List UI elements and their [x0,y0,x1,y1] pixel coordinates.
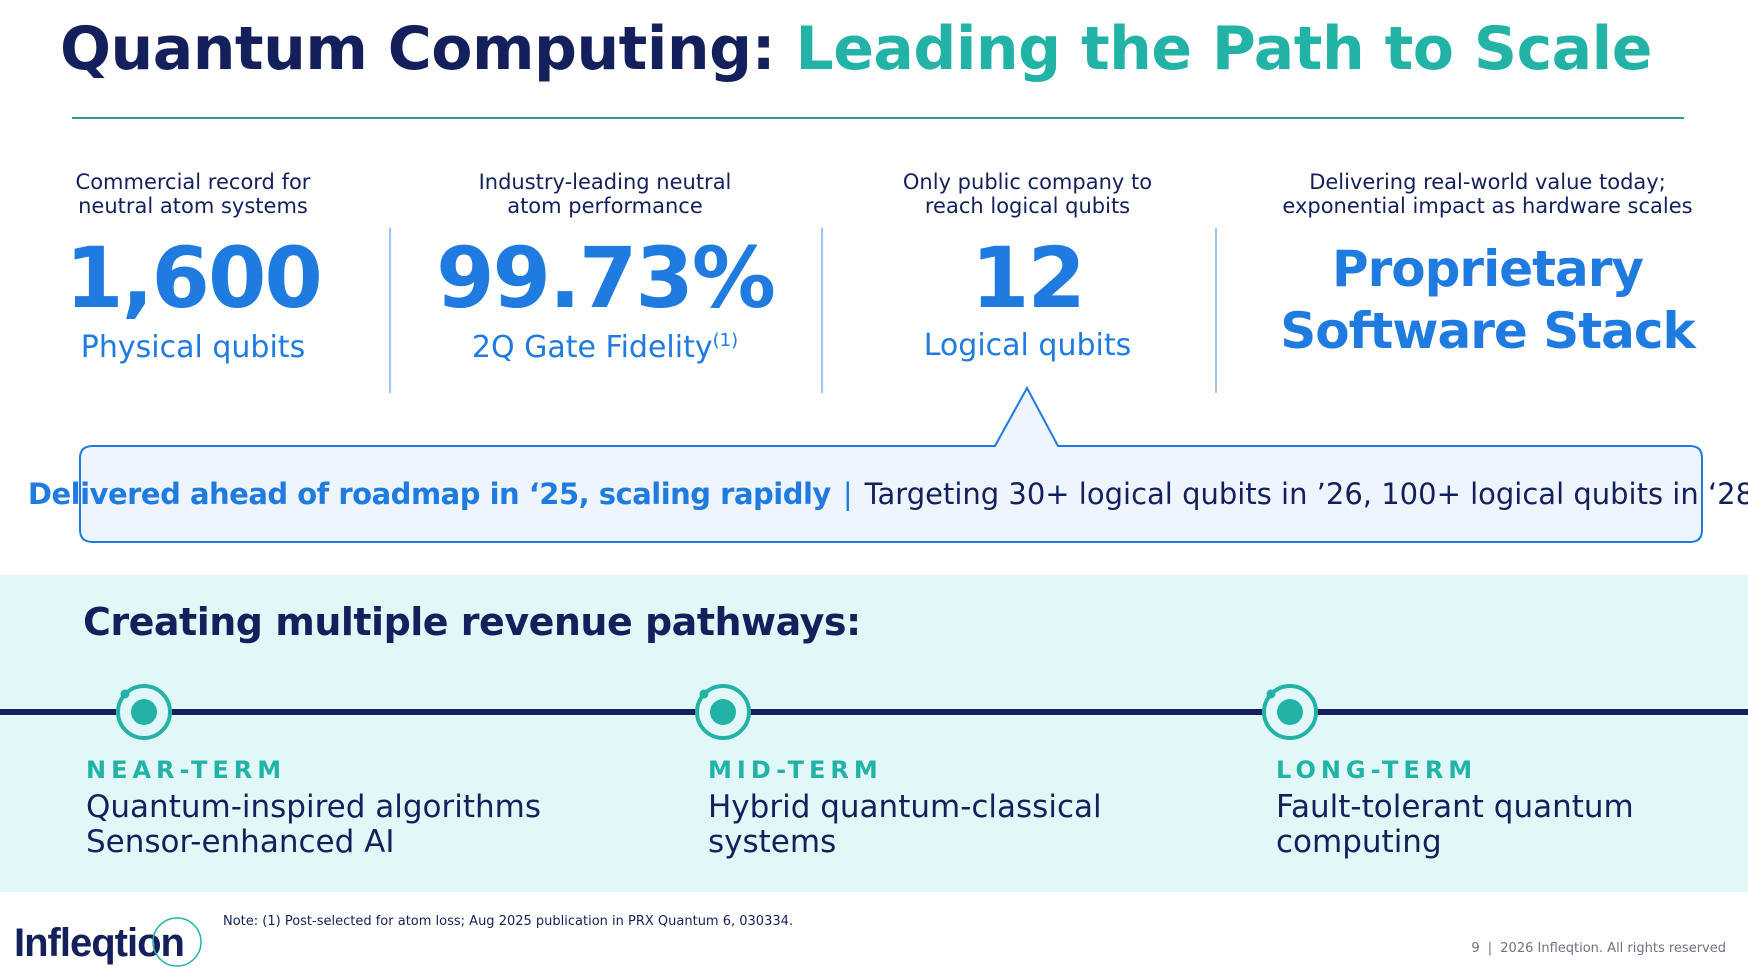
stat-caption-line: Delivering real-world value today; [1309,170,1666,194]
stat-value: 99.73% [436,229,776,327]
footnote-marker: (1) [712,330,739,351]
stat-physical-qubits: Commercial record for neutral atom syste… [62,170,324,365]
timeline-line [0,709,1748,715]
phase-label: LONG-TERM [1276,756,1478,784]
stat-unit-text: 2Q Gate Fidelity [471,330,713,365]
page-title: Quantum Computing: Leading the Path to S… [60,14,1652,84]
stat-unit: Logical qubits [923,328,1132,363]
footer-separator: | [1487,941,1493,956]
stat-value-line: Software Stack [1280,302,1695,360]
stat-value-line: Proprietary [1331,240,1644,298]
title-part-2: Leading the Path to Scale [795,14,1652,84]
callout-separator: | [842,477,853,511]
phase-line: systems [708,824,837,860]
roadmap-callout: Delivered ahead of roadmap in ‘25, scali… [28,446,1748,542]
stat-unit: 2Q Gate Fidelity(1) [420,330,790,365]
stat-divider [1215,228,1217,393]
page-number: 9 [1471,941,1480,956]
stat-caption-line: Commercial record for [75,170,311,194]
timeline-node-icon [695,684,751,740]
stat-divider [821,228,823,393]
footer-meta: 9 | 2026 Infleqtion. All rights reserved [1471,941,1726,956]
copyright: 2026 Infleqtion. All rights reserved [1500,941,1726,956]
infleqtion-logo: Infleqtion [14,917,202,967]
phase-label: MID-TERM [708,756,883,784]
phase-line: Hybrid quantum-classical [708,789,1102,825]
stat-caption-line: Only public company to [902,170,1153,194]
phase-line: Fault-tolerant quantum [1276,789,1634,825]
stat-caption-line: reach logical qubits [924,194,1131,218]
phase-line: computing [1276,824,1442,860]
stat-divider [389,228,391,393]
phase-label: NEAR-TERM [86,756,287,784]
callout-box [79,385,1703,543]
stat-gate-fidelity: Industry-leading neutral atom performanc… [420,170,790,365]
stat-caption-line: neutral atom systems [78,194,308,218]
timeline-node-icon [1262,684,1318,740]
stat-software-stack: Delivering real-world value today; expon… [1255,170,1720,362]
revenue-title: Creating multiple revenue pathways: [83,600,861,644]
phase-line: Quantum-inspired algorithms [86,789,542,825]
footnote: Note: (1) Post-selected for atom loss; A… [223,914,794,929]
phase-near-term: NEAR-TERM Quantum-inspired algorithms Se… [86,756,541,860]
stat-caption-line: Industry-leading neutral [478,170,732,194]
callout-highlight: Delivered ahead of roadmap in ‘25, scali… [27,477,831,511]
title-part-1: Quantum Computing: [60,14,776,84]
phase-mid-term: MID-TERM Hybrid quantum-classical system… [708,756,1102,860]
stat-value: 12 [971,229,1086,327]
stat-logical-qubits: Only public company to reach logical qub… [880,170,1175,363]
title-divider [72,117,1684,119]
revenue-band [0,575,1748,892]
phase-line: Sensor-enhanced AI [86,824,395,860]
callout-target: Targeting 30+ logical qubits in ’26, 100… [864,477,1748,511]
stat-unit: Physical qubits [80,330,306,365]
phase-long-term: LONG-TERM Fault-tolerant quantum computi… [1276,756,1634,860]
stat-value: 1,600 [65,229,323,327]
timeline-node-icon [116,684,172,740]
stat-caption-line: exponential impact as hardware scales [1282,194,1693,218]
stat-caption-line: atom performance [507,194,703,218]
